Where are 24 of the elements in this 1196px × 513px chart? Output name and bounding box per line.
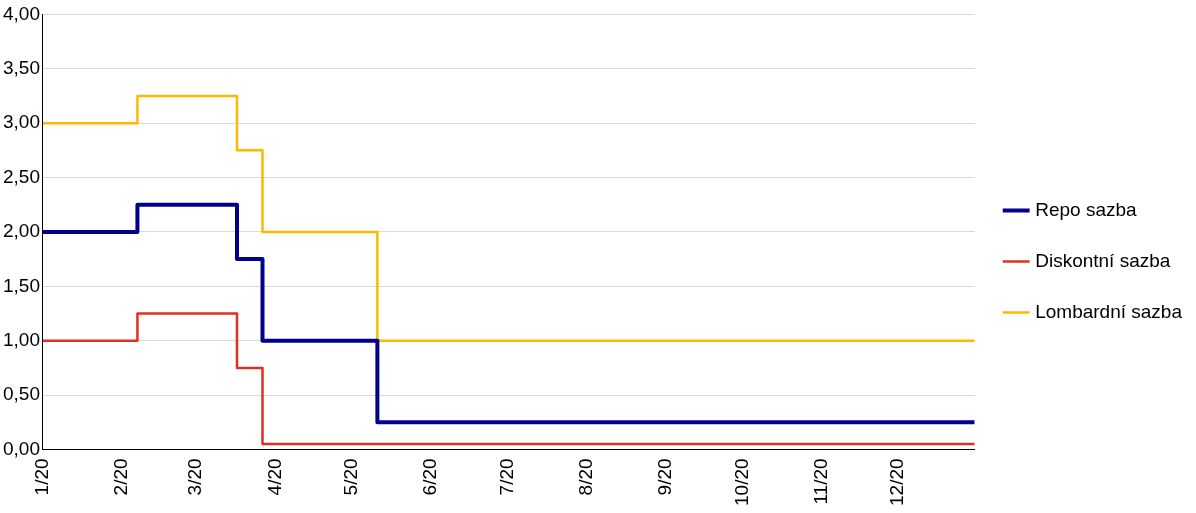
x-tick-label: 10/20 <box>730 458 752 506</box>
x-tick-label: 1/20 <box>31 458 53 496</box>
x-tick-label: 8/20 <box>574 458 596 496</box>
y-tick-label: 2,00 <box>3 220 40 242</box>
x-tick-label: 5/20 <box>340 458 362 496</box>
y-tick-label: 2,50 <box>3 165 40 187</box>
x-tick-label: 7/20 <box>495 458 517 496</box>
y-tick-label: 0,50 <box>3 383 40 405</box>
y-tick-label: 1,00 <box>3 328 40 350</box>
legend-label: Diskontní sazba <box>1035 249 1171 271</box>
y-tick-label: 3,00 <box>3 111 40 133</box>
x-tick-label: 6/20 <box>419 458 441 496</box>
y-tick-label: 3,50 <box>3 57 40 79</box>
y-tick-label: 4,00 <box>3 2 40 24</box>
legend-label: Repo sazba <box>1035 198 1138 220</box>
x-tick-label: 11/20 <box>809 458 831 505</box>
y-tick-label: 0,00 <box>3 437 40 459</box>
x-tick-label: 3/20 <box>184 458 206 496</box>
x-tick-label: 2/20 <box>110 458 132 496</box>
legend-label: Lombardní sazba <box>1035 300 1183 322</box>
x-tick-label: 4/20 <box>263 458 285 496</box>
y-tick-label: 1,50 <box>3 274 40 296</box>
x-tick-label: 12/20 <box>886 458 908 506</box>
x-tick-label: 9/20 <box>654 458 676 496</box>
